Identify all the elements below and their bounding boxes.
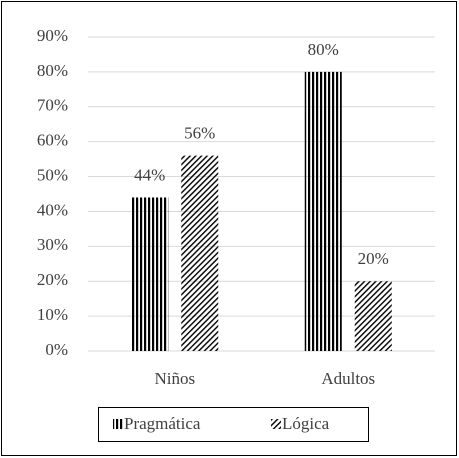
y-tick-label: 40% <box>37 200 68 219</box>
legend-swatch <box>113 419 123 429</box>
y-tick-label: 60% <box>37 131 68 150</box>
y-tick-label: 90% <box>37 26 68 45</box>
y-tick-label: 30% <box>37 235 68 254</box>
data-label: 20% <box>358 249 389 268</box>
legend-label: Lógica <box>282 414 330 433</box>
bar <box>131 197 169 351</box>
y-tick-label: 50% <box>37 165 68 184</box>
x-tick-label: Niños <box>154 369 195 388</box>
bar <box>304 71 342 351</box>
legend-swatch <box>271 419 281 429</box>
legend-box <box>98 407 369 442</box>
y-tick-label: 70% <box>37 96 68 115</box>
bar <box>181 155 219 351</box>
y-tick-label: 10% <box>37 305 68 324</box>
y-tick-label: 0% <box>45 340 68 359</box>
data-label: 44% <box>134 165 165 184</box>
y-tick-label: 80% <box>37 61 68 80</box>
data-label: 56% <box>184 124 215 143</box>
x-tick-label: Adultos <box>321 369 375 388</box>
legend-label: Pragmática <box>124 414 201 433</box>
data-label: 80% <box>308 40 339 59</box>
y-tick-label: 20% <box>37 270 68 289</box>
bar <box>354 281 392 351</box>
